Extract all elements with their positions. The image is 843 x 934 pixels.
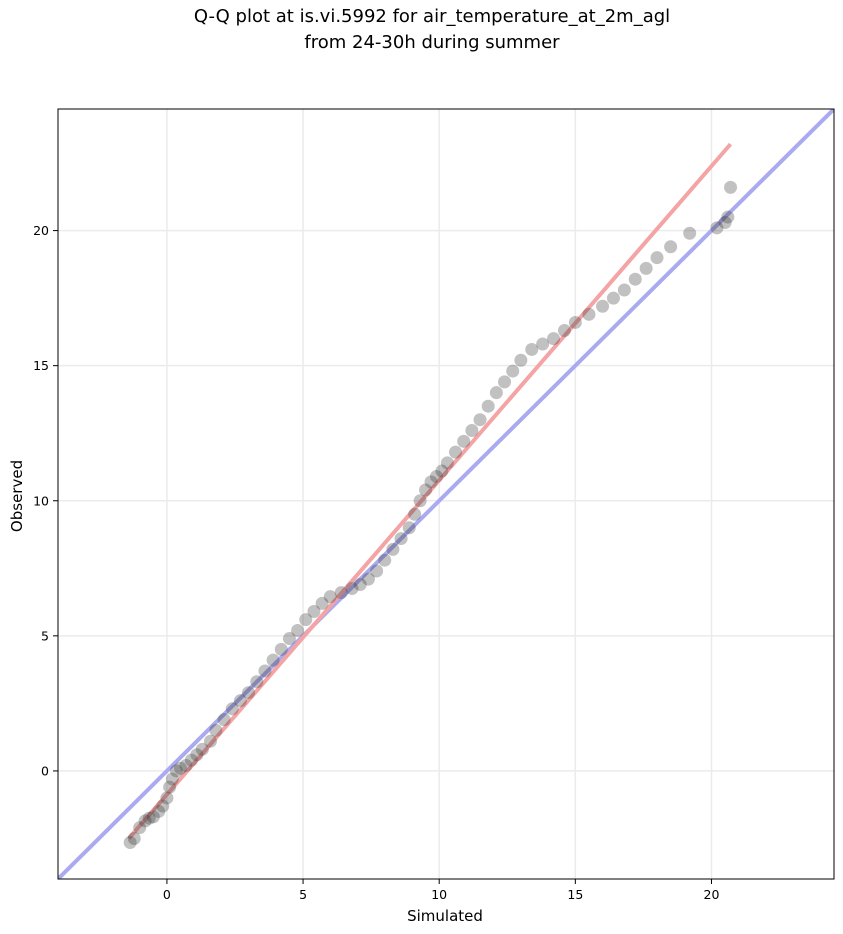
qq-point-40 xyxy=(394,532,408,546)
qq-point-15 xyxy=(190,748,204,762)
qq-point-1 xyxy=(127,831,141,845)
qq-point-0 xyxy=(123,836,137,850)
chart-title-line2: from 24-30h during summer xyxy=(304,32,560,53)
qq-points xyxy=(123,180,738,850)
qq-point-24 xyxy=(258,664,272,678)
qq-point-49 xyxy=(449,445,463,459)
qq-point-30 xyxy=(307,605,321,619)
y-tick-label-0: 0 xyxy=(41,763,49,778)
plot-frame xyxy=(57,108,835,880)
identity-line xyxy=(58,109,834,879)
qq-point-71 xyxy=(683,226,697,240)
qq-point-62 xyxy=(568,315,582,329)
x-tick-label-0: 0 xyxy=(163,887,171,902)
qq-point-37 xyxy=(370,564,384,578)
qq-point-14 xyxy=(184,753,198,767)
qq-point-38 xyxy=(378,553,392,567)
qq-point-25 xyxy=(266,653,280,667)
x-tick-label-2: 10 xyxy=(431,887,447,902)
x-axis-label: Simulated xyxy=(407,907,483,925)
y-tick-label-1: 5 xyxy=(41,628,49,643)
qq-point-7 xyxy=(156,799,170,813)
qq-point-22 xyxy=(242,686,256,700)
y-axis-ticks: 0 5 10 15 20 xyxy=(33,223,58,778)
qq-point-16 xyxy=(195,742,209,756)
qq-point-48 xyxy=(440,456,454,470)
qq-point-10 xyxy=(165,772,179,786)
qq-point-57 xyxy=(514,353,528,367)
y-tick-label-4: 20 xyxy=(33,223,49,238)
qq-point-21 xyxy=(233,694,247,708)
y-tick-label-2: 10 xyxy=(33,493,49,508)
qq-point-72 xyxy=(710,221,724,235)
qq-point-61 xyxy=(557,324,571,338)
qq-point-41 xyxy=(402,521,416,535)
qq-point-23 xyxy=(250,675,264,689)
qq-point-12 xyxy=(174,761,188,775)
qq-point-2 xyxy=(133,821,147,835)
qq-point-32 xyxy=(323,590,337,604)
qq-point-44 xyxy=(419,483,433,497)
qq-point-43 xyxy=(413,494,427,508)
qq-point-54 xyxy=(489,386,503,400)
qq-point-60 xyxy=(547,332,561,346)
x-tick-label-1: 5 xyxy=(299,887,307,902)
x-tick-label-4: 20 xyxy=(704,887,720,902)
qq-point-6 xyxy=(152,804,166,818)
qq-point-73 xyxy=(718,215,732,229)
qq-point-59 xyxy=(536,337,550,351)
qq-point-39 xyxy=(386,542,400,556)
qq-point-70 xyxy=(664,240,678,254)
qq-point-20 xyxy=(225,702,239,716)
qq-point-27 xyxy=(282,632,296,646)
qq-point-69 xyxy=(650,251,664,265)
qq-point-56 xyxy=(506,364,520,378)
qq-point-75 xyxy=(724,180,738,194)
qq-point-51 xyxy=(465,424,479,438)
qq-point-5 xyxy=(146,810,160,824)
qq-point-68 xyxy=(639,261,653,275)
qq-point-33 xyxy=(334,586,348,600)
qq-point-34 xyxy=(345,582,359,596)
qq-point-9 xyxy=(163,780,177,794)
qq-point-36 xyxy=(361,572,375,586)
qq-point-67 xyxy=(628,272,642,286)
chart-title-line1: Q-Q plot at is.vi.5992 for air_temperatu… xyxy=(194,6,670,27)
qq-point-31 xyxy=(315,596,329,610)
qq-point-8 xyxy=(160,791,174,805)
qq-point-46 xyxy=(429,469,443,483)
qq-point-50 xyxy=(457,434,471,448)
qq-point-52 xyxy=(473,413,487,427)
qq-point-63 xyxy=(582,307,596,321)
qq-point-66 xyxy=(617,283,631,297)
qq-point-3 xyxy=(138,814,152,828)
qq-point-18 xyxy=(209,723,223,737)
x-axis-ticks: 0 5 10 15 20 xyxy=(163,879,720,902)
qq-point-35 xyxy=(353,578,367,592)
qq-point-65 xyxy=(606,291,620,305)
qq-point-58 xyxy=(525,342,539,356)
qq-point-53 xyxy=(481,399,495,413)
qq-point-19 xyxy=(217,713,231,727)
x-tick-label-3: 15 xyxy=(567,887,583,902)
qq-point-29 xyxy=(299,613,313,627)
qq-point-11 xyxy=(169,764,183,778)
qq-point-55 xyxy=(498,375,512,389)
fit-line xyxy=(127,142,733,840)
qq-point-64 xyxy=(596,299,610,313)
qq-point-4 xyxy=(142,811,156,825)
qq-point-45 xyxy=(424,475,438,489)
qq-point-42 xyxy=(408,507,422,521)
reference-lines xyxy=(58,109,834,879)
qq-point-74 xyxy=(721,210,735,224)
y-axis-label: Observed xyxy=(8,460,26,532)
grid-lines xyxy=(58,109,834,879)
qq-point-26 xyxy=(274,642,288,656)
qq-point-17 xyxy=(203,734,217,748)
qq-point-47 xyxy=(435,464,449,478)
qq-point-13 xyxy=(179,759,193,773)
y-tick-label-3: 15 xyxy=(33,358,49,373)
qq-point-28 xyxy=(291,623,305,637)
